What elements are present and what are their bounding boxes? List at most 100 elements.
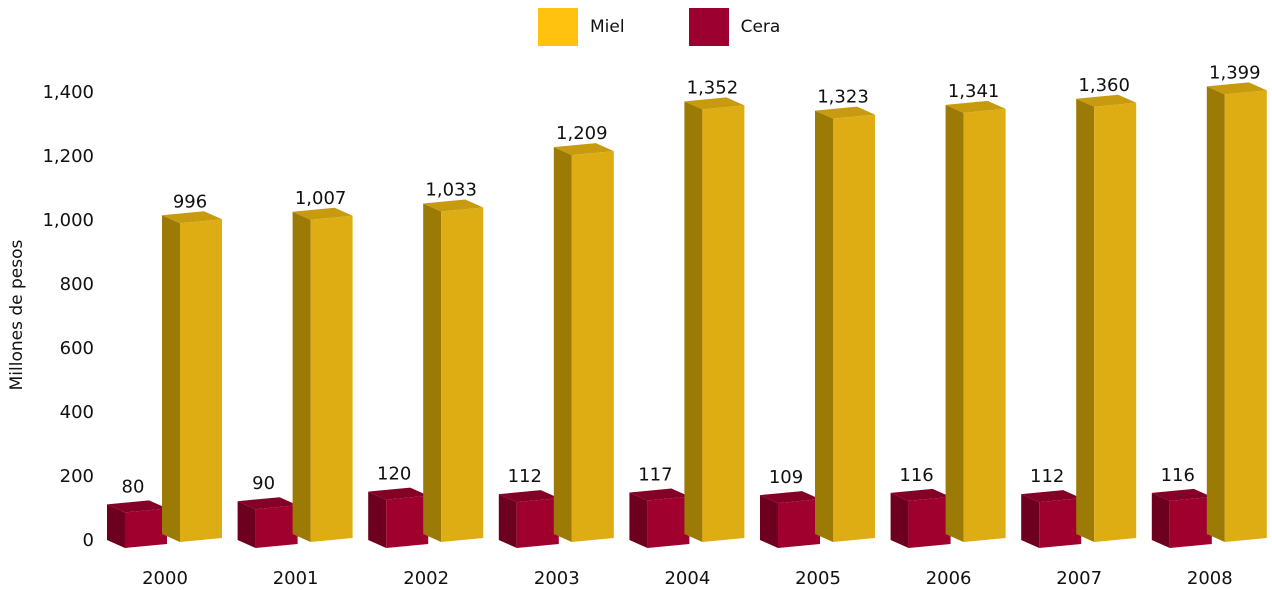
bar-cera-2000-front [125, 508, 167, 548]
bar-cera-2001-top [237, 497, 298, 510]
bar-cera-2005-front [778, 499, 820, 548]
bar-miel-2008-side [1206, 86, 1225, 542]
bar-miel-2001[interactable] [292, 207, 353, 542]
bar-cera-2006-top [890, 488, 951, 501]
bar-cera-2001[interactable] [237, 497, 298, 548]
bar-miel-2000-side [162, 215, 180, 542]
bar-cera-2008[interactable] [1151, 488, 1212, 548]
bar-miel-2003-front [571, 151, 614, 542]
bar-cera-2008-side [1151, 492, 1170, 548]
bar-miel-2006-front [963, 108, 1006, 542]
bar-miel-2003[interactable] [553, 143, 614, 542]
bar-miel-2004-top [684, 97, 745, 110]
bar-miel-2005-front [833, 114, 875, 542]
y-axis-label: Millones de pesos [7, 239, 27, 390]
value-labels-group: 80 996 90 1,007 120 1,033 112 1,209 117 1,352 109 1… [122, 62, 1261, 497]
bar-miel-2002-front [441, 207, 484, 542]
bar-cera-2001-front [255, 505, 298, 548]
bar-cera-2005[interactable] [760, 491, 820, 548]
bar-miel-2005-top [815, 106, 875, 119]
bar-miel-2007[interactable] [1076, 94, 1137, 543]
bar-miel-2002[interactable] [423, 199, 484, 542]
bar-cera-2006-side [890, 492, 909, 548]
bar-miel-2000[interactable] [162, 211, 222, 542]
y-tick-label: 600 [60, 338, 94, 359]
bar-miel-2001-side [292, 211, 311, 542]
value-label-cera: 116 [899, 465, 933, 486]
bar-cera-2000-side [107, 504, 125, 548]
value-label-cera: 109 [769, 467, 803, 488]
bar-miel-2003-top [553, 143, 614, 156]
bar-cera-2006[interactable] [890, 488, 951, 548]
bar-cera-2000-top [107, 500, 167, 513]
value-label-miel: 996 [173, 191, 207, 212]
bar-cera-2005-top [760, 491, 820, 504]
bar-cera-2004[interactable] [629, 488, 690, 548]
value-label-miel: 1,341 [948, 81, 1000, 102]
value-label-miel: 1,033 [425, 179, 477, 200]
bar-cera-2002-front [386, 495, 429, 548]
x-tick-label: 2008 [1187, 568, 1233, 589]
bar-cera-2007-top [1021, 490, 1082, 503]
bar-cera-2002-side [368, 491, 387, 548]
y-tick-label: 400 [60, 402, 94, 423]
bar-cera-2006-front [908, 496, 951, 548]
bar-cera-2004-top [629, 488, 690, 501]
bar-cera-2003[interactable] [498, 490, 559, 548]
bar-miel-2000-top [162, 211, 222, 224]
y-tick-label: 1,000 [42, 210, 94, 231]
x-tick-label: 2002 [403, 568, 449, 589]
x-tick-label: 2005 [795, 568, 841, 589]
x-tick-label: 2006 [926, 568, 972, 589]
bar-cera-2004-front [647, 496, 690, 548]
legend-swatch-cera [688, 8, 729, 46]
y-tick-label: 1,200 [42, 146, 94, 167]
bar-miel-2006[interactable] [945, 100, 1006, 542]
bar-cera-2007-side [1021, 494, 1040, 548]
bar-cera-2004-side [629, 492, 648, 548]
bar-cera-2001-side [237, 501, 256, 548]
bar-miel-2002-side [423, 203, 442, 542]
bar-cera-2007[interactable] [1021, 490, 1082, 548]
x-tick-label: 2000 [142, 568, 188, 589]
y-tick-label: 1,400 [42, 82, 94, 103]
value-label-miel: 1,352 [687, 77, 739, 98]
value-label-cera: 90 [252, 473, 275, 494]
legend-label-miel: Miel [590, 17, 625, 37]
bar-miel-2003-side [553, 147, 572, 542]
value-label-miel: 1,360 [1078, 75, 1130, 96]
legend-swatch-miel [538, 8, 578, 46]
x-tick-label: 2004 [664, 568, 710, 589]
legend-item-cera[interactable]: Cera [688, 8, 781, 46]
y-tick-label: 800 [60, 274, 94, 295]
value-label-cera: 120 [377, 464, 411, 485]
value-label-cera: 116 [1161, 465, 1195, 486]
bar-cera-2005-side [760, 495, 778, 548]
bars-group [107, 82, 1267, 548]
bar-miel-2008[interactable] [1206, 82, 1267, 542]
bar-miel-2007-side [1076, 98, 1095, 543]
bar-cera-2008-top [1151, 488, 1212, 501]
bar-miel-2005-side [815, 110, 833, 542]
value-label-cera: 112 [508, 466, 542, 487]
value-label-cera: 80 [122, 476, 145, 497]
y-tick-label: 200 [60, 466, 94, 487]
bar-miel-2004[interactable] [684, 97, 745, 543]
bar-miel-2006-top [945, 100, 1006, 113]
value-label-miel: 1,323 [817, 87, 869, 108]
bar-miel-2007-top [1076, 94, 1137, 107]
y-axis-ticks: 0 200 400 600 800 1,000 1,200 1,400 [42, 82, 94, 551]
bar-cera-2007-front [1039, 498, 1082, 548]
value-label-miel: 1,399 [1209, 62, 1261, 83]
bar-miel-2005[interactable] [815, 106, 875, 542]
legend-label-cera: Cera [740, 17, 781, 37]
bar-cera-2000[interactable] [107, 500, 167, 548]
legend-item-miel[interactable]: Miel [538, 8, 625, 46]
bar-miel-2008-front [1224, 90, 1267, 542]
bar-cera-2002[interactable] [368, 487, 429, 548]
bar-cera-2003-side [498, 494, 517, 548]
bar-cera-2003-front [516, 498, 559, 548]
bar-miel-2001-top [292, 207, 353, 220]
value-label-miel: 1,007 [295, 188, 347, 209]
x-tick-label: 2003 [534, 568, 580, 589]
